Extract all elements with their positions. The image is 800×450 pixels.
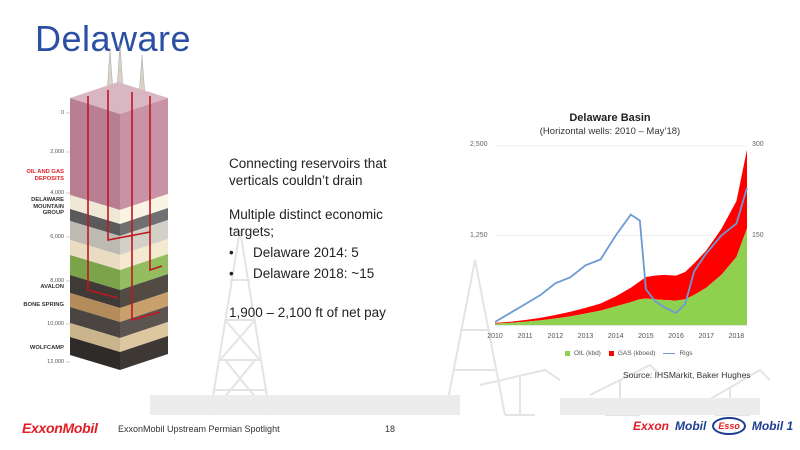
gas-area-series: [495, 149, 747, 324]
zone-label-avalon: AVALON: [40, 284, 64, 290]
depth-label-12000: 12,000: [47, 359, 64, 365]
zone-label-oil-gas: OIL AND GAS DEPOSITS: [26, 169, 64, 182]
depth-label-6000: 6,000: [50, 234, 64, 240]
x-tick-2017: 2017: [698, 333, 715, 340]
esso-logo: Esso: [712, 417, 746, 435]
geological-column-illustration: [66, 43, 168, 370]
x-tick-2016: 2016: [668, 333, 684, 340]
chart-source: Source: IHSMarkit, Baker Hughes: [623, 370, 751, 380]
footer-text: ExxonMobil Upstream Permian Spotlight: [118, 424, 280, 434]
point-multiple-targets: Multiple distinct economic targets;: [229, 207, 383, 239]
depth-label-4000: 4,000: [50, 190, 64, 196]
zone-label-wolfcamp: WOLFCAMP: [29, 345, 64, 351]
y-left-tick-2500: 2,500: [470, 141, 488, 148]
oil-area-series: [495, 228, 747, 325]
depth-label-8000: 8,000: [50, 278, 64, 284]
zone-label-delaware-mountain: DELAWARE MOUNTAIN GROUP: [31, 197, 64, 216]
mobil1-logo: Mobil 1: [751, 419, 794, 433]
y-right-tick-300: 300: [752, 141, 764, 148]
exxonmobil-logo: ExxonMobil: [22, 420, 98, 436]
page-number: 18: [385, 424, 396, 434]
x-tick-2013: 2013: [577, 333, 594, 340]
x-tick-2018: 2018: [728, 333, 745, 340]
chart-legend: OIL (kbd) GAS (kboed) Rigs: [565, 350, 692, 357]
chart-title: Delaware Basin: [569, 112, 651, 124]
x-tick-2011: 2011: [517, 333, 533, 340]
key-points-text: Connecting reservoirs that verticals cou…: [229, 155, 409, 321]
depth-label-10000: 10,000: [47, 321, 64, 327]
targets-list: • Delaware 2014: 5 • Delaware 2018: ~15: [229, 244, 409, 282]
legend-label-gas: GAS (kboed): [617, 350, 656, 357]
x-tick-2014: 2014: [607, 333, 624, 340]
depth-label-2000: 2,000: [50, 149, 64, 155]
slide-title: Delaware: [35, 18, 192, 59]
x-tick-2010: 2010: [487, 333, 503, 340]
zone-label-bone-spring: BONE SPRING: [23, 302, 64, 308]
point-connecting-reservoirs: Connecting reservoirs that verticals cou…: [229, 156, 387, 188]
x-tick-2015: 2015: [638, 333, 654, 340]
mobil-logo: Mobil: [675, 419, 707, 433]
y-right-tick-150: 150: [752, 232, 764, 239]
legend-swatch-rigs: [663, 352, 676, 355]
x-tick-2012: 2012: [547, 333, 564, 340]
rigs-line-series: [494, 187, 748, 323]
legend-label-oil: OIL (kbd): [574, 350, 601, 357]
depth-label-0: 0: [60, 110, 64, 116]
brand-logos: Exxon Mobil Esso Mobil 1: [633, 417, 793, 435]
legend-label-rigs: Rigs: [679, 350, 693, 357]
list-item: • Delaware 2018: ~15: [229, 266, 375, 281]
chart-subtitle: (Horizontal wells: 2010 – May’18): [539, 126, 681, 137]
list-item: • Delaware 2014: 5: [229, 245, 359, 260]
exxon-logo: Exxon: [633, 419, 670, 433]
point-net-pay: 1,900 – 2,100 ft of net pay: [229, 305, 386, 320]
legend-swatch-oil: [565, 351, 570, 356]
y-left-tick-1250: 1,250: [470, 232, 488, 239]
legend-swatch-gas: [608, 351, 614, 356]
